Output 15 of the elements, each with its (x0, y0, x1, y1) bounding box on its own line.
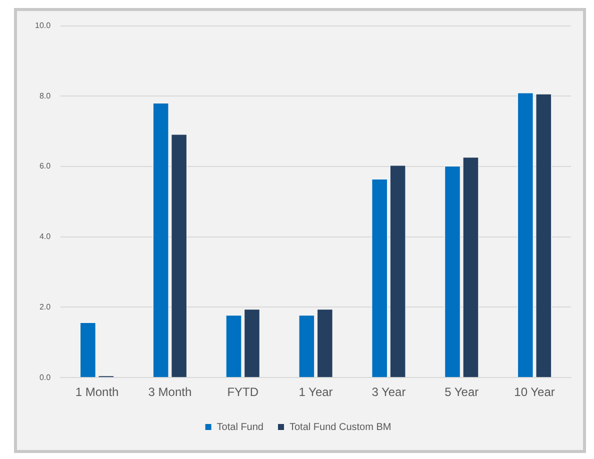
y-tick-label: 4.0 (39, 232, 52, 242)
x-tick-label: FYTD (227, 385, 259, 400)
x-tick-label: 10 Year (514, 385, 555, 400)
y-tick-label: 8.0 (39, 91, 52, 100)
x-tick-label: 5 Year (444, 385, 479, 400)
x-tick-label: 1 Year (298, 385, 333, 400)
y-tick-label: 10.0 (34, 21, 52, 30)
x-tick-label: 3 Month (148, 385, 192, 400)
y-tick-label: 2.0 (39, 302, 52, 312)
y-tick-label: 0.0 (39, 372, 52, 382)
legend-label: Total Fund (216, 422, 264, 433)
legend-label: Total Fund Custom BM (289, 422, 392, 433)
x-tick-label: 1 Month (75, 385, 119, 400)
y-tick-label: 6.0 (39, 162, 52, 171)
x-tick-label: 3 Year (372, 385, 406, 400)
